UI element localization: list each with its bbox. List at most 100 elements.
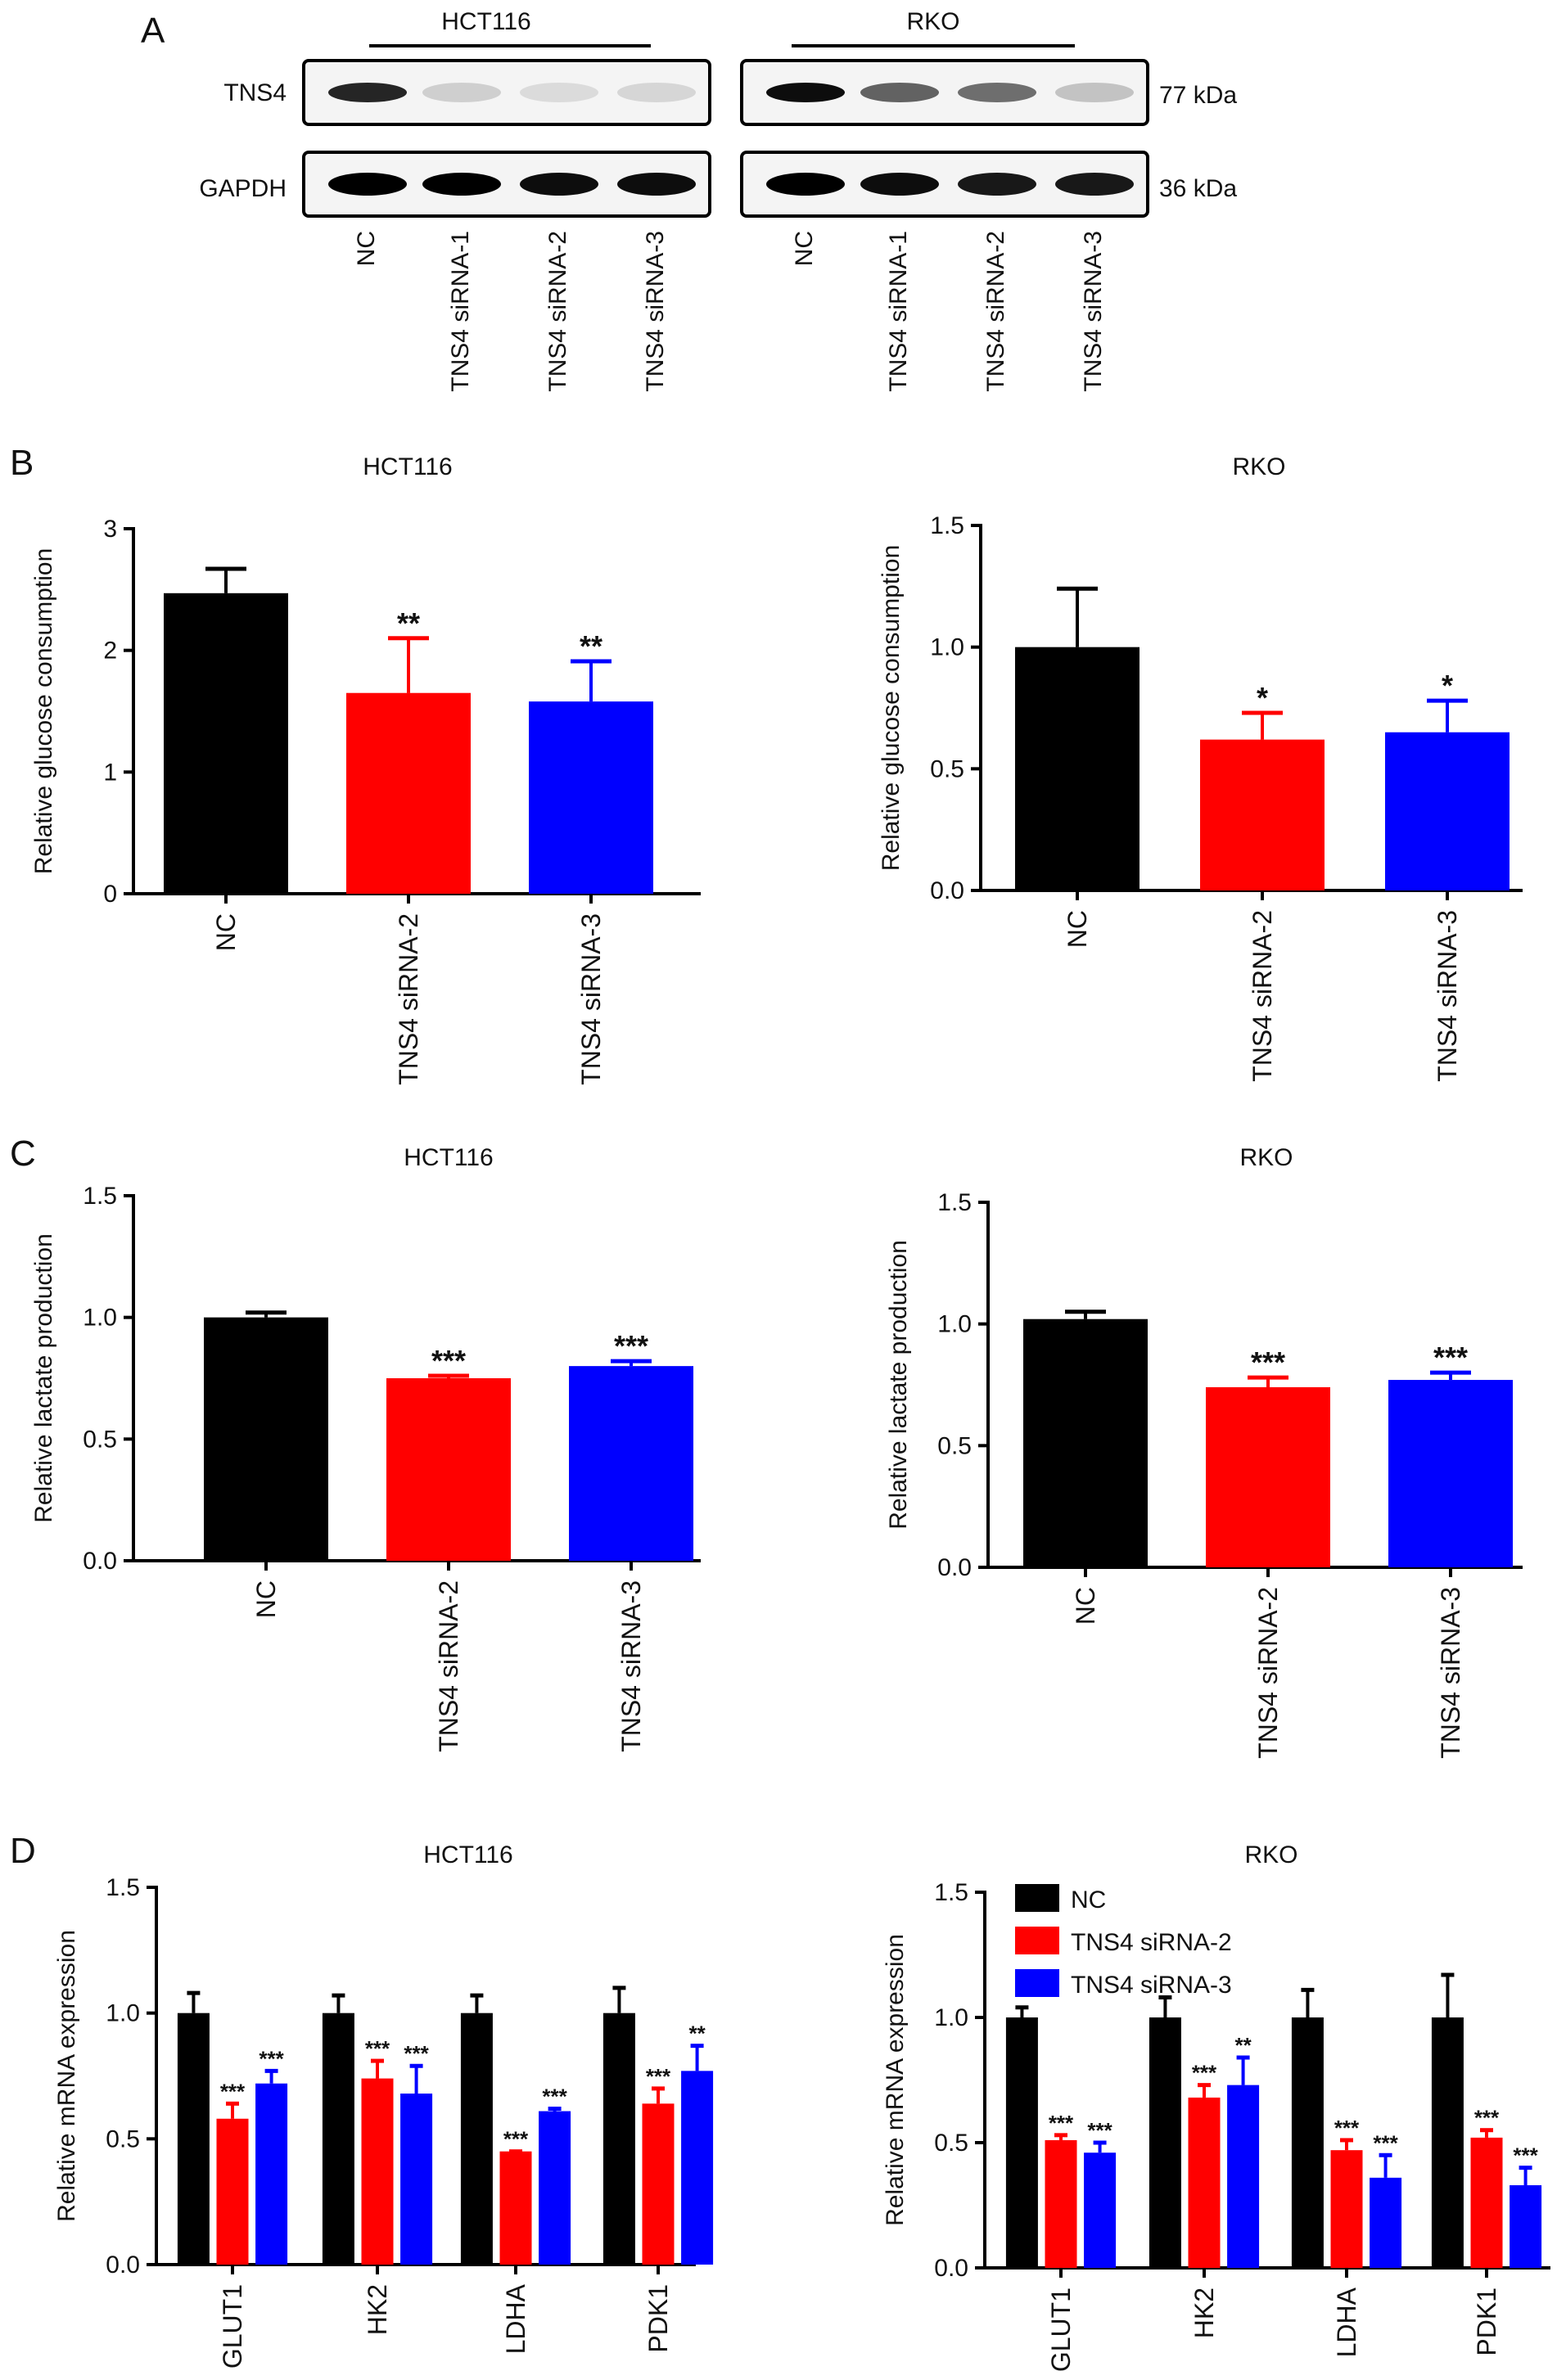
y-axis-label: Relative mRNA expression	[53, 1930, 80, 2222]
panel-letter-b: B	[10, 443, 34, 483]
western-blot: HCT116 RKO TNS4 GAPDH 77 kDa 36 kDa NC TN…	[199, 8, 1237, 392]
chart-d-hct116: HCT116 Relative mRNA expression 0.0 0.5 1.0 1…	[53, 1841, 714, 2369]
x-tick-label: HK2	[1189, 2288, 1219, 2338]
chart-b-hct116: HCT116 Relative glucose consumption 0 1 2 3 NC…	[30, 453, 701, 1085]
y-tick-label: 0	[103, 881, 117, 908]
blot-box-gapdh	[740, 151, 1149, 218]
bar	[177, 2013, 210, 2265]
x-tick-label: LDHA	[1332, 2287, 1361, 2357]
cell-line-hct116: HCT116	[441, 8, 530, 35]
y-tick-label: 0.5	[930, 755, 964, 782]
bar	[460, 2013, 493, 2265]
y-tick-label: 0.0	[934, 2255, 968, 2282]
bar	[1023, 1318, 1148, 1567]
bar	[322, 2013, 354, 2265]
legend-swatch	[1015, 1969, 1059, 1997]
y-tick-label: 1.0	[106, 2000, 140, 2027]
size-label-36kda: 36 kDa	[1159, 175, 1237, 202]
bar	[681, 2071, 714, 2265]
y-tick-label: 1.0	[930, 634, 964, 661]
chart-title: HCT116	[363, 453, 452, 480]
protein-label-tns4: TNS4	[223, 79, 287, 106]
significance-marker: ***	[404, 2041, 429, 2066]
significance-marker: **	[580, 629, 602, 663]
legend-label: TNS4 siRNA-3	[1071, 1972, 1232, 1999]
bar	[529, 701, 653, 894]
bar	[1188, 2097, 1221, 2268]
y-tick-label: 0.5	[106, 2125, 140, 2152]
blot-box-tns4	[302, 59, 711, 126]
size-label-77kda: 77 kDa	[1159, 82, 1237, 109]
band-tns4	[1055, 83, 1134, 102]
panel-letter-c: C	[10, 1134, 36, 1174]
x-tick-label: PDK1	[1472, 2288, 1501, 2356]
chart-title: HCT116	[404, 1144, 493, 1171]
lane-label: TNS4 siRNA-2	[982, 231, 1009, 392]
y-axis-label: Relative glucose consumption	[878, 545, 905, 872]
y-tick-label: 0.0	[930, 877, 964, 904]
band-gapdh	[520, 173, 598, 196]
x-tick-label: NC	[251, 1580, 281, 1618]
bar	[569, 1366, 693, 1561]
blot-box-gapdh	[302, 151, 711, 218]
y-tick-label: 1.0	[937, 1311, 972, 1338]
bar	[164, 593, 288, 894]
x-tick-label: TNS4 siRNA-2	[434, 1580, 463, 1752]
chart-title: RKO	[1232, 453, 1285, 480]
y-axis-label: Relative mRNA expression	[882, 1934, 909, 2226]
chart-title: HCT116	[423, 1841, 512, 1868]
bar	[1330, 2150, 1363, 2268]
bar	[1370, 2177, 1402, 2268]
band-gapdh	[766, 173, 845, 196]
y-tick-label: 0.5	[83, 1426, 117, 1453]
lane-label: NC	[791, 231, 818, 266]
panel-letter-a: A	[141, 11, 165, 51]
x-tick-label: TNS4 siRNA-2	[1248, 910, 1277, 1082]
y-tick-label: 0.0	[937, 1554, 972, 1581]
bar	[361, 2078, 394, 2265]
significance-marker: **	[688, 2022, 706, 2046]
significance-marker: ***	[1513, 2143, 1538, 2168]
x-tick-label: TNS4 siRNA-2	[394, 913, 423, 1085]
lane-label: TNS4 siRNA-1	[447, 231, 474, 392]
y-tick-label: 1.0	[83, 1305, 117, 1332]
bar	[1149, 2017, 1181, 2268]
y-tick-label: 1.5	[937, 1189, 972, 1216]
y-axis-label: Relative glucose consumption	[30, 548, 57, 875]
band-gapdh	[958, 173, 1036, 196]
significance-marker: ***	[220, 2079, 246, 2103]
lane-label: TNS4 siRNA-3	[1080, 231, 1107, 392]
legend-swatch	[1015, 1927, 1059, 1954]
lane-label: NC	[353, 231, 380, 266]
x-tick-label: HK2	[363, 2284, 392, 2335]
band-tns4	[860, 83, 939, 102]
y-tick-label: 0.5	[934, 2130, 968, 2157]
x-tick-label: TNS4 siRNA-2	[1253, 1587, 1283, 1759]
band-gapdh	[860, 173, 939, 196]
legend-swatch	[1015, 1884, 1059, 1912]
band-gapdh	[328, 173, 407, 196]
bar	[1291, 2017, 1324, 2268]
band-tns4	[422, 83, 501, 102]
significance-marker: ***	[646, 2064, 671, 2089]
bar	[1227, 2085, 1260, 2268]
y-tick-label: 1	[103, 759, 117, 786]
x-tick-label: NC	[211, 913, 241, 951]
band-gapdh	[1055, 173, 1134, 196]
y-tick-label: 0.0	[83, 1548, 117, 1575]
bar	[1015, 647, 1140, 890]
band-tns4	[766, 83, 845, 102]
x-tick-label: PDK1	[643, 2284, 673, 2353]
bar	[255, 2083, 288, 2265]
y-tick-label: 1.0	[934, 2004, 968, 2031]
x-tick-label: NC	[1063, 910, 1092, 948]
x-tick-label: TNS4 siRNA-3	[1433, 910, 1462, 1082]
lane-label: TNS4 siRNA-2	[544, 231, 571, 392]
significance-marker: ***	[1087, 2118, 1112, 2143]
significance-marker: **	[397, 606, 420, 640]
significance-marker: ***	[542, 2084, 567, 2108]
bar	[1206, 1386, 1330, 1567]
x-tick-label: LDHA	[501, 2283, 530, 2354]
band-tns4	[520, 83, 598, 102]
y-axis-label: Relative lactate production	[30, 1233, 57, 1523]
